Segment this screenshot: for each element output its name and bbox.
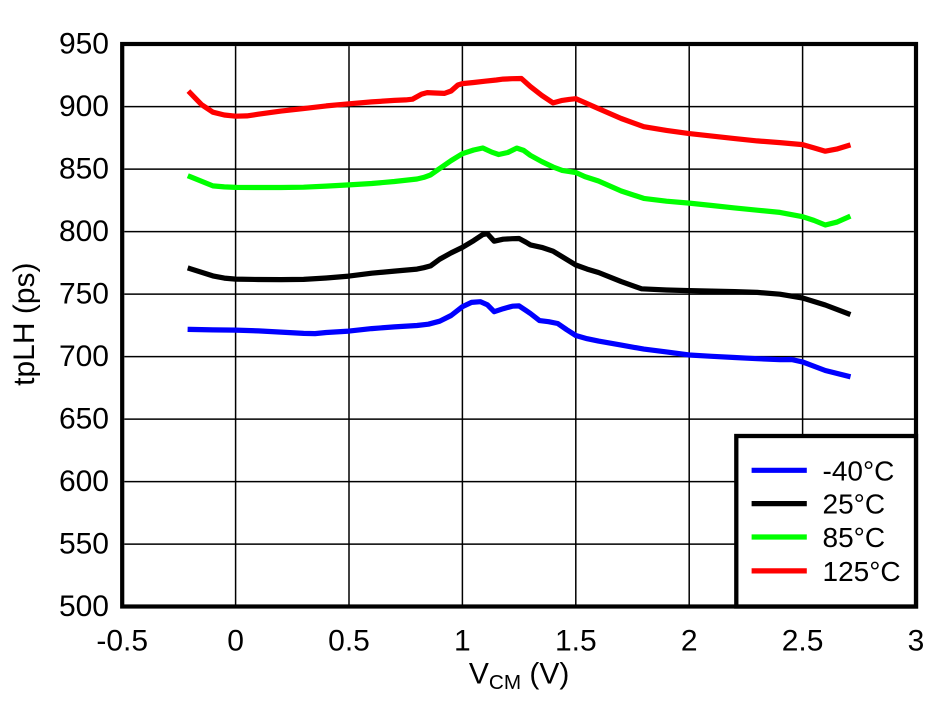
svg-text:tpLH (ps): tpLH (ps) — [8, 263, 41, 386]
svg-text:125°C: 125°C — [823, 556, 901, 587]
svg-text:700: 700 — [59, 340, 109, 373]
svg-text:900: 900 — [59, 90, 109, 123]
svg-text:500: 500 — [59, 590, 109, 623]
svg-text:25°C: 25°C — [823, 489, 886, 520]
svg-text:550: 550 — [59, 528, 109, 561]
svg-text:VCM (V): VCM (V) — [469, 657, 570, 694]
svg-text:-40°C: -40°C — [823, 455, 895, 486]
svg-text:-0.5: -0.5 — [96, 624, 148, 657]
svg-text:650: 650 — [59, 403, 109, 436]
svg-text:1: 1 — [454, 624, 471, 657]
svg-text:850: 850 — [59, 153, 109, 186]
svg-text:950: 950 — [59, 28, 109, 61]
svg-text:750: 750 — [59, 278, 109, 311]
svg-text:85°C: 85°C — [823, 522, 886, 553]
svg-text:800: 800 — [59, 215, 109, 248]
svg-text:2.5: 2.5 — [782, 624, 824, 657]
svg-text:3: 3 — [908, 624, 925, 657]
svg-text:0.5: 0.5 — [328, 624, 370, 657]
svg-text:600: 600 — [59, 465, 109, 498]
svg-text:2: 2 — [681, 624, 698, 657]
svg-text:0: 0 — [227, 624, 244, 657]
svg-text:1.5: 1.5 — [555, 624, 597, 657]
